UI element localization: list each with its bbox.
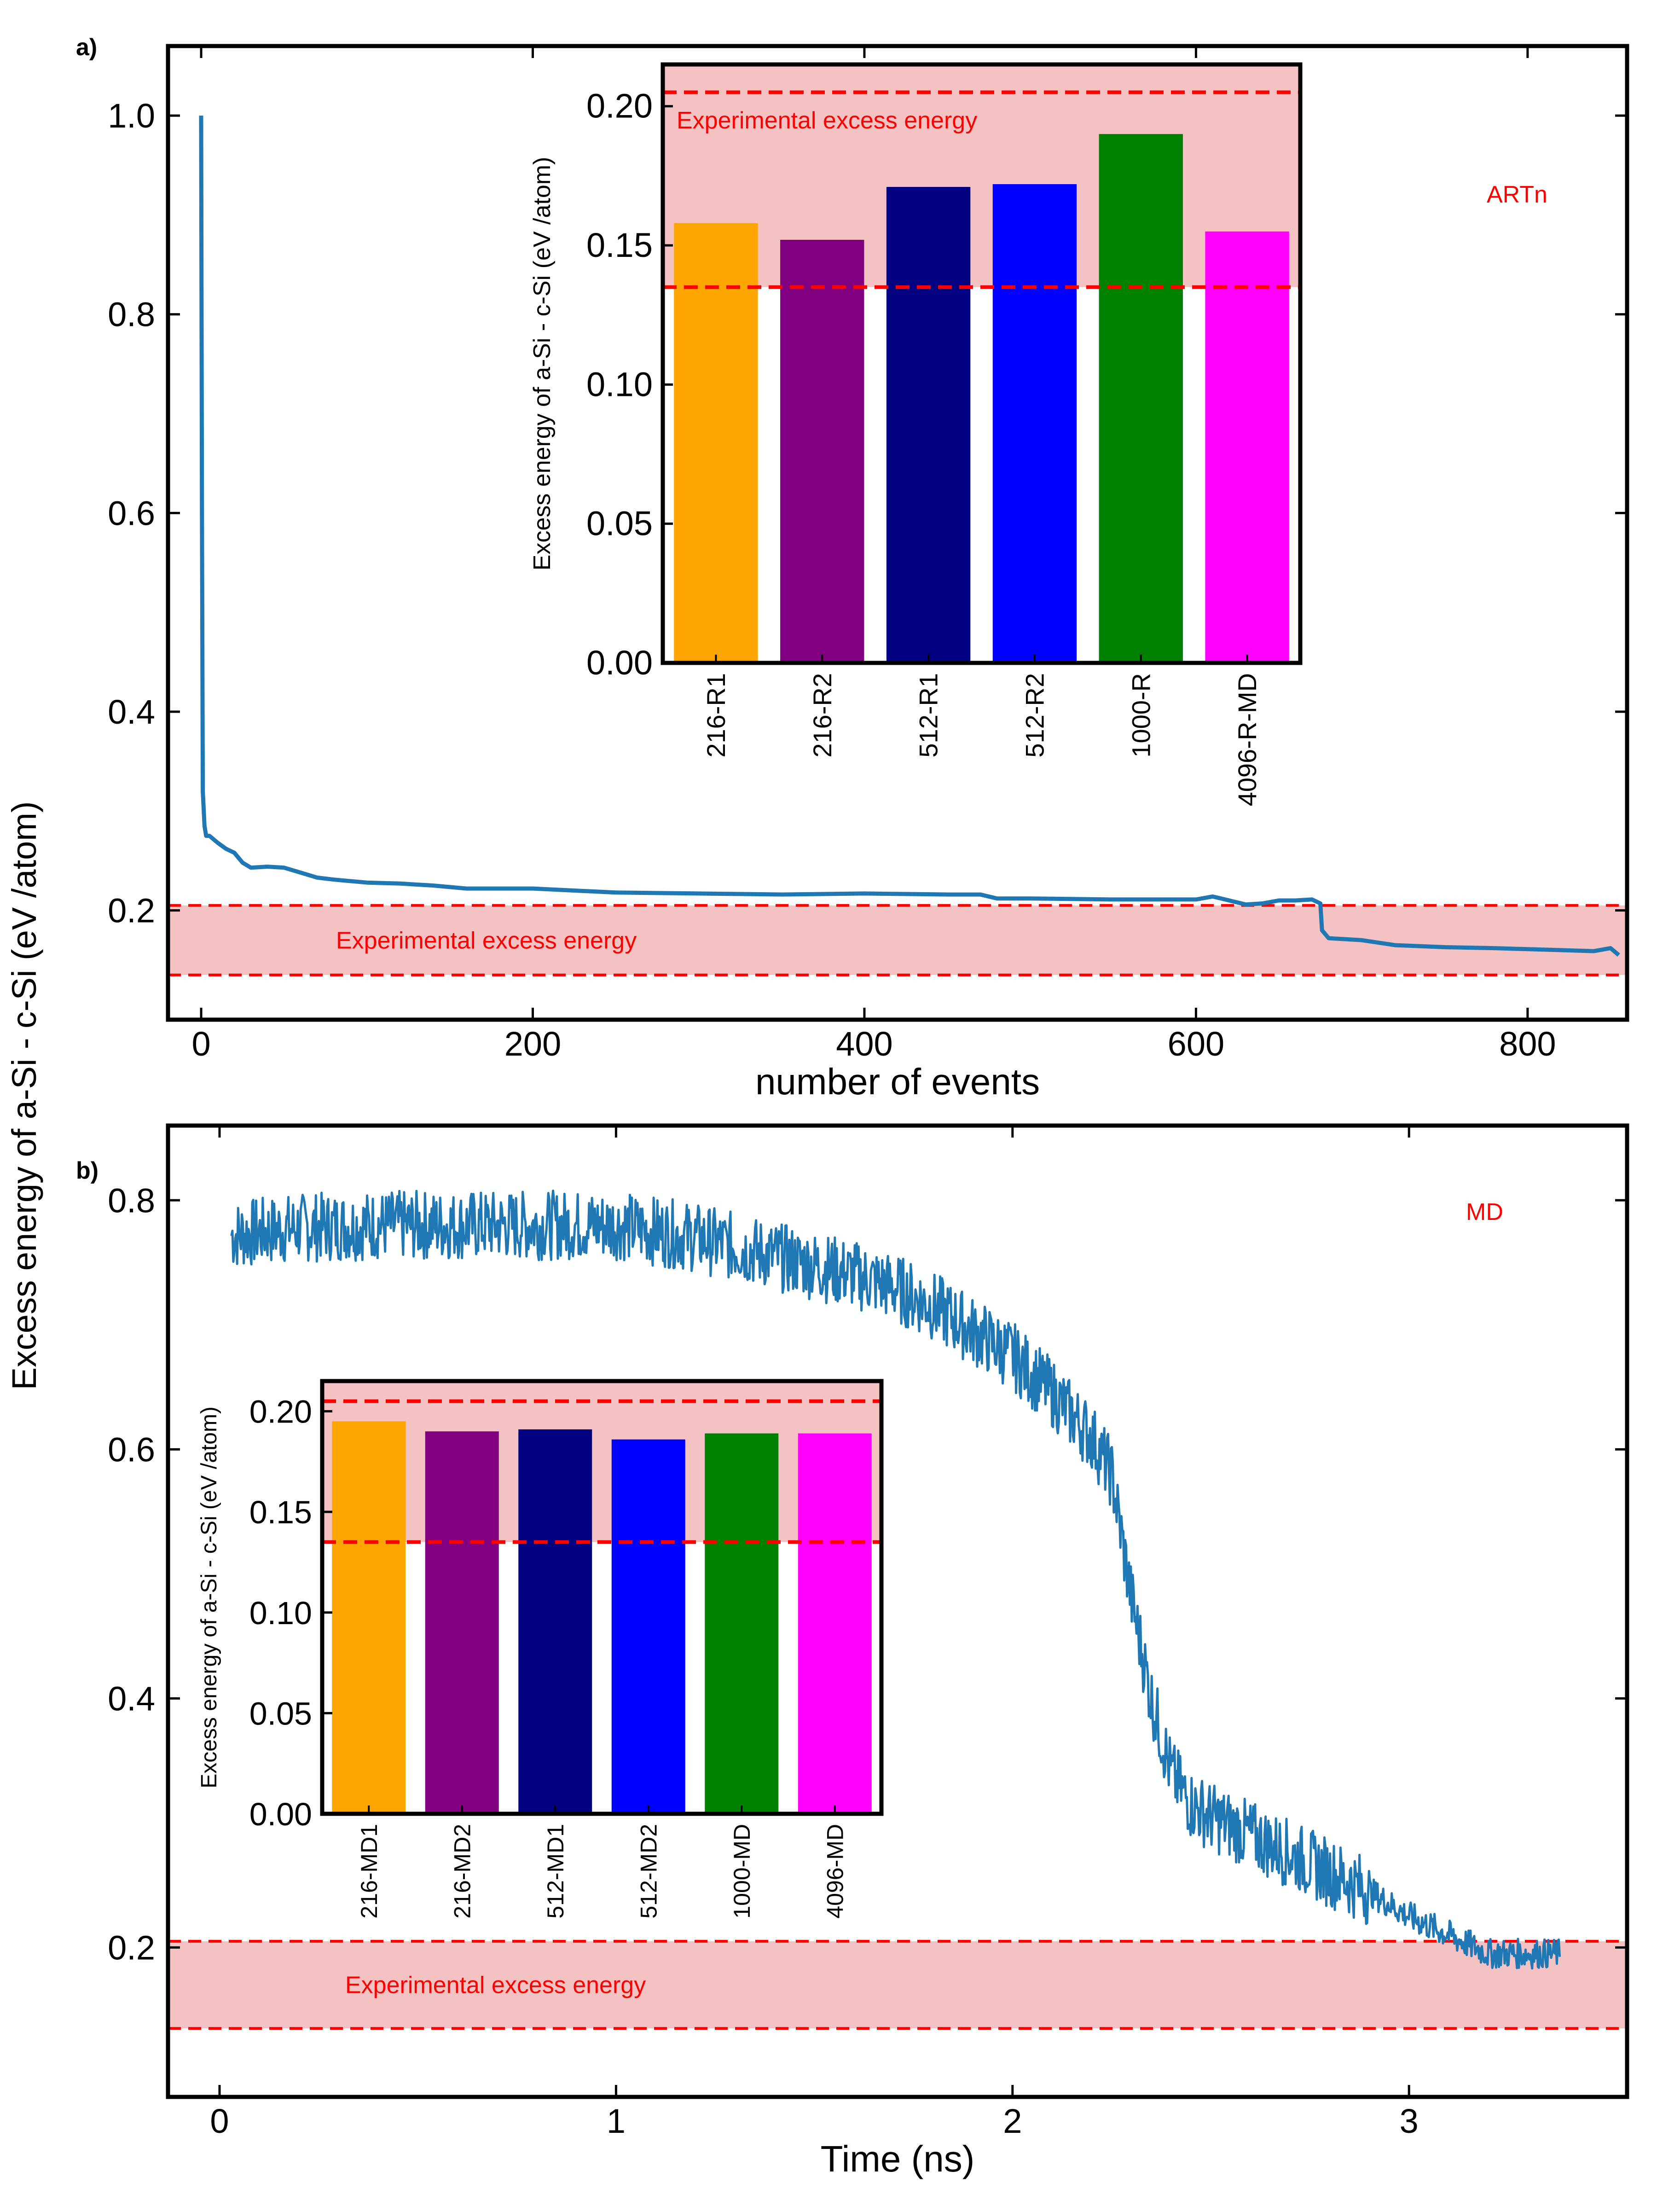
panel-a-main-chart: Experimental excess energy 0 200 400 600 800 0… bbox=[108, 44, 1629, 1102]
method-label: ARTn bbox=[1487, 181, 1547, 208]
inset-frame bbox=[660, 62, 1303, 665]
plot-frame bbox=[166, 44, 1629, 1022]
shared-y-axis-label: Excess energy of a-Si - c-Si (eV /atom) bbox=[5, 801, 43, 1390]
y-tick-label: 0.4 bbox=[108, 1679, 155, 1718]
panel-b-label: b) bbox=[76, 1157, 98, 1184]
x-tick-label: 0 bbox=[210, 2102, 229, 2140]
inset-band-label: Experimental excess energy bbox=[677, 107, 977, 134]
category-label: 216-MD1 bbox=[356, 1824, 382, 1919]
inset-y-axis-label: Excess energy of a-Si - c-Si (eV /atom) bbox=[197, 1406, 221, 1788]
bar-1000-md bbox=[705, 1433, 779, 1814]
inset-experimental-band bbox=[663, 64, 1300, 287]
inset-y-tick-label: 0.20 bbox=[249, 1394, 312, 1430]
inset-y-tick-label: 0.15 bbox=[249, 1494, 312, 1530]
data-line-artn bbox=[199, 116, 1620, 957]
x-tick-label: 3 bbox=[1400, 2102, 1419, 2140]
method-label: MD bbox=[1466, 1199, 1503, 1225]
y-tick-label: 0.2 bbox=[108, 1928, 155, 1967]
x-tick-label: 800 bbox=[1499, 1025, 1556, 1063]
bar-4096-md bbox=[798, 1433, 872, 1814]
bar-512-md2 bbox=[611, 1439, 685, 1814]
bar-1000-r bbox=[1099, 134, 1183, 663]
category-label: 512-R1 bbox=[914, 673, 943, 758]
x-tick-label: 0 bbox=[191, 1025, 210, 1063]
category-label: 512-MD1 bbox=[543, 1824, 568, 1919]
category-label: 216-R2 bbox=[808, 673, 837, 758]
experimental-band bbox=[168, 905, 1627, 975]
experimental-band bbox=[168, 1941, 1627, 2029]
data-line-md bbox=[230, 1190, 1561, 1970]
y-tick-label: 1.0 bbox=[108, 97, 155, 135]
x-tick-label: 400 bbox=[836, 1025, 892, 1063]
bar-216-md1 bbox=[332, 1421, 406, 1814]
band-label: Experimental excess energy bbox=[345, 1972, 646, 1999]
inset-y-tick-label: 0.20 bbox=[586, 87, 653, 125]
x-axis-label: number of events bbox=[755, 1061, 1040, 1102]
plot-frame bbox=[166, 1123, 1629, 2099]
x-axis-label: Time (ns) bbox=[821, 2138, 975, 2179]
y-tick-label: 0.6 bbox=[108, 1430, 155, 1469]
y-tick-label: 0.6 bbox=[108, 494, 155, 532]
band-label: Experimental excess energy bbox=[336, 927, 637, 954]
bar-512-r2 bbox=[992, 184, 1077, 663]
category-label: 1000-R bbox=[1126, 673, 1155, 758]
bar-512-md1 bbox=[518, 1429, 592, 1814]
category-label: 4096-MD bbox=[822, 1824, 848, 1919]
inset-experimental-band bbox=[322, 1381, 881, 1542]
inset-frame bbox=[320, 1379, 884, 1816]
inset-y-tick-label: 0.00 bbox=[249, 1796, 312, 1832]
category-label: 4096-R-MD bbox=[1233, 673, 1262, 806]
inset-y-tick-label: 0.05 bbox=[249, 1695, 312, 1731]
panel-a-inset-chart: Experimental excess energy 216-R1 216-R2 51… bbox=[529, 62, 1303, 806]
y-tick-label: 0.8 bbox=[108, 296, 155, 334]
x-tick-label: 200 bbox=[504, 1025, 561, 1063]
y-tick-label: 0.4 bbox=[108, 693, 155, 731]
panel-b-main-chart: Experimental excess energy 0 1 2 3 0.2 0.4 0.6 0… bbox=[108, 1123, 1629, 2179]
inset-y-axis-label: Excess energy of a-Si - c-Si (eV /atom) bbox=[529, 157, 556, 571]
x-tick-label: 600 bbox=[1168, 1025, 1224, 1063]
bar-4096-r-md bbox=[1205, 231, 1289, 663]
category-label: 1000-MD bbox=[729, 1824, 755, 1919]
category-label: 216-MD2 bbox=[449, 1824, 475, 1919]
category-label: 216-R1 bbox=[701, 673, 730, 758]
bar-216-md2 bbox=[425, 1431, 499, 1814]
category-label: 512-R2 bbox=[1020, 673, 1049, 758]
category-label: 512-MD2 bbox=[636, 1824, 661, 1919]
panel-a-label: a) bbox=[76, 34, 97, 61]
bar-512-r1 bbox=[886, 187, 971, 663]
x-tick-label: 2 bbox=[1003, 2102, 1022, 2140]
x-tick-label: 1 bbox=[607, 2102, 626, 2140]
inset-y-tick-label: 0.05 bbox=[586, 505, 653, 543]
inset-y-tick-label: 0.10 bbox=[586, 365, 653, 403]
y-tick-label: 0.2 bbox=[108, 892, 155, 930]
y-tick-label: 0.8 bbox=[108, 1181, 155, 1219]
bar-216-r1 bbox=[674, 223, 758, 663]
inset-y-tick-label: 0.15 bbox=[586, 226, 653, 264]
bar-216-r2 bbox=[780, 239, 864, 663]
panel-b-inset-chart: 216-MD1 216-MD2 512-MD1 512-MD2 1000-MD 4096-… bbox=[197, 1379, 884, 1919]
inset-y-tick-label: 0.10 bbox=[249, 1595, 312, 1631]
inset-y-tick-label: 0.00 bbox=[586, 644, 653, 682]
